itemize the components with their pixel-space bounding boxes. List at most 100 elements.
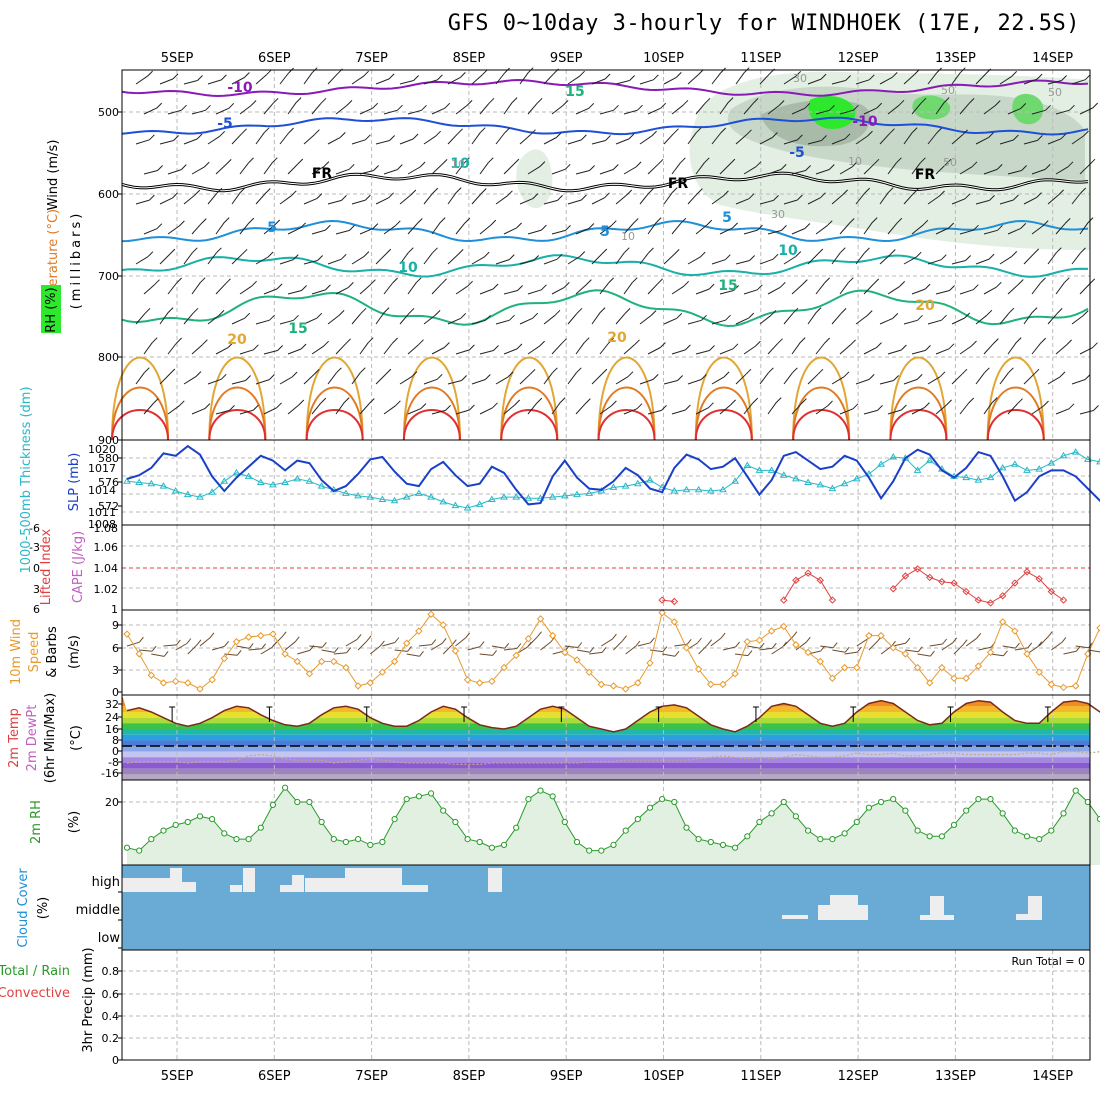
surface-barb [649, 649, 663, 653]
wind-barb-flag [370, 279, 376, 286]
wind-barb [879, 76, 893, 85]
wind-barb-flag [701, 314, 707, 321]
wind-barb [935, 227, 949, 235]
wind-barb-flag [455, 187, 462, 193]
wind-barb [527, 402, 538, 415]
wind-barb-flag [723, 371, 730, 378]
wind-barb-flag [469, 344, 475, 351]
wind-barb-flag [889, 128, 895, 135]
wind-barb-flag [801, 398, 807, 404]
wind-barb-flag [479, 127, 486, 134]
wind-barb-flag [913, 188, 919, 194]
wind-barb-flag [901, 344, 907, 351]
wind-barb [471, 379, 486, 385]
thickness-point [123, 477, 131, 484]
surface-barb [965, 637, 977, 647]
contour-label: 20 [607, 330, 627, 346]
thickness-point [828, 484, 837, 492]
wind-barb-flag [223, 217, 230, 223]
contour-freezing-inner [121, 172, 1089, 192]
wind-speed-point [670, 618, 679, 626]
wind-barb-flag [539, 161, 546, 167]
wind-barb [983, 286, 997, 295]
wind-barb-flag [492, 402, 498, 409]
surface-barb-flag [334, 647, 339, 653]
wind-barb-flag [461, 375, 467, 381]
wind-barb [279, 72, 289, 85]
wind-barb-flag [695, 127, 702, 134]
wind-barb [479, 288, 494, 295]
wind-barb [711, 195, 724, 205]
wind-barb [879, 254, 891, 265]
wind-barb-flag [781, 225, 787, 231]
lifted-index-point [950, 579, 958, 587]
wind-barb [623, 282, 633, 295]
surface-barb-flag [952, 637, 958, 644]
wind-barb [711, 259, 726, 265]
thickness-point [816, 480, 825, 488]
rh-contour-label: 50 [1048, 86, 1062, 99]
surface-barb [747, 645, 761, 649]
wind-barb [335, 105, 348, 115]
wind-barb [743, 166, 757, 175]
wind-barb [471, 319, 486, 325]
thickness-point [196, 493, 204, 500]
wind-barb [807, 78, 822, 85]
wind-barb [639, 378, 654, 385]
wind-barb [1023, 373, 1035, 385]
wind-barb [423, 135, 436, 145]
surface-barb-flag [1003, 650, 1008, 657]
pressure-tick-label: 500 [98, 106, 119, 119]
rh2m-point [294, 798, 301, 806]
wind-barb-flag [176, 277, 182, 284]
wind-barb-flag [316, 312, 323, 319]
rh2m-point [428, 790, 435, 797]
wind-barb-flag [1087, 217, 1094, 223]
wind-barb [423, 252, 433, 265]
wind-barb-flag [532, 193, 539, 199]
wind-speed-point [488, 677, 496, 686]
wind-speed-point [305, 670, 314, 678]
li-tick-label: 6 [33, 603, 40, 616]
wind-barb [983, 105, 996, 115]
surface-barb-flag [196, 639, 202, 646]
wind-barb-flag [661, 405, 667, 411]
surface-barb [735, 653, 749, 657]
wind-barb [479, 162, 489, 175]
wind-barb [695, 102, 706, 115]
wind-barb [183, 194, 196, 205]
surface-barb [856, 638, 868, 647]
wind-barb [359, 403, 370, 415]
temp-band [122, 774, 1090, 780]
wind-barb-flag [936, 127, 943, 134]
wind-speed-point [743, 638, 751, 646]
wind-barb [407, 282, 417, 295]
wind-speed-point [1035, 668, 1043, 676]
wind-barb-flag [964, 312, 971, 319]
surface-barb [503, 648, 517, 651]
surface-barb-flag [635, 640, 641, 647]
wind-barb-flag [780, 164, 787, 170]
rh2m-point [488, 844, 495, 851]
wind-barb [255, 379, 270, 385]
wind-barb [1055, 223, 1066, 235]
wind-barb [767, 168, 782, 175]
wind-barb-flag [493, 345, 499, 351]
wind-barb-flag [1056, 308, 1063, 314]
wind-speed-point [184, 679, 192, 687]
wind-barb-flag [652, 374, 659, 380]
rh2m-point [744, 833, 751, 840]
wind-barb-flag [339, 132, 346, 138]
wind-barb-flag [677, 375, 683, 381]
wind-barb [839, 408, 854, 415]
precip-label-1: Total / Rain [0, 964, 70, 979]
wind-barb-flag [298, 399, 305, 406]
wind-barb [359, 284, 371, 295]
surface-barb-flag [674, 650, 680, 657]
wind-barb-flag [457, 128, 463, 135]
wind-barb-flag [703, 157, 710, 164]
thickness-point [256, 478, 265, 485]
wind-barb [495, 259, 510, 265]
